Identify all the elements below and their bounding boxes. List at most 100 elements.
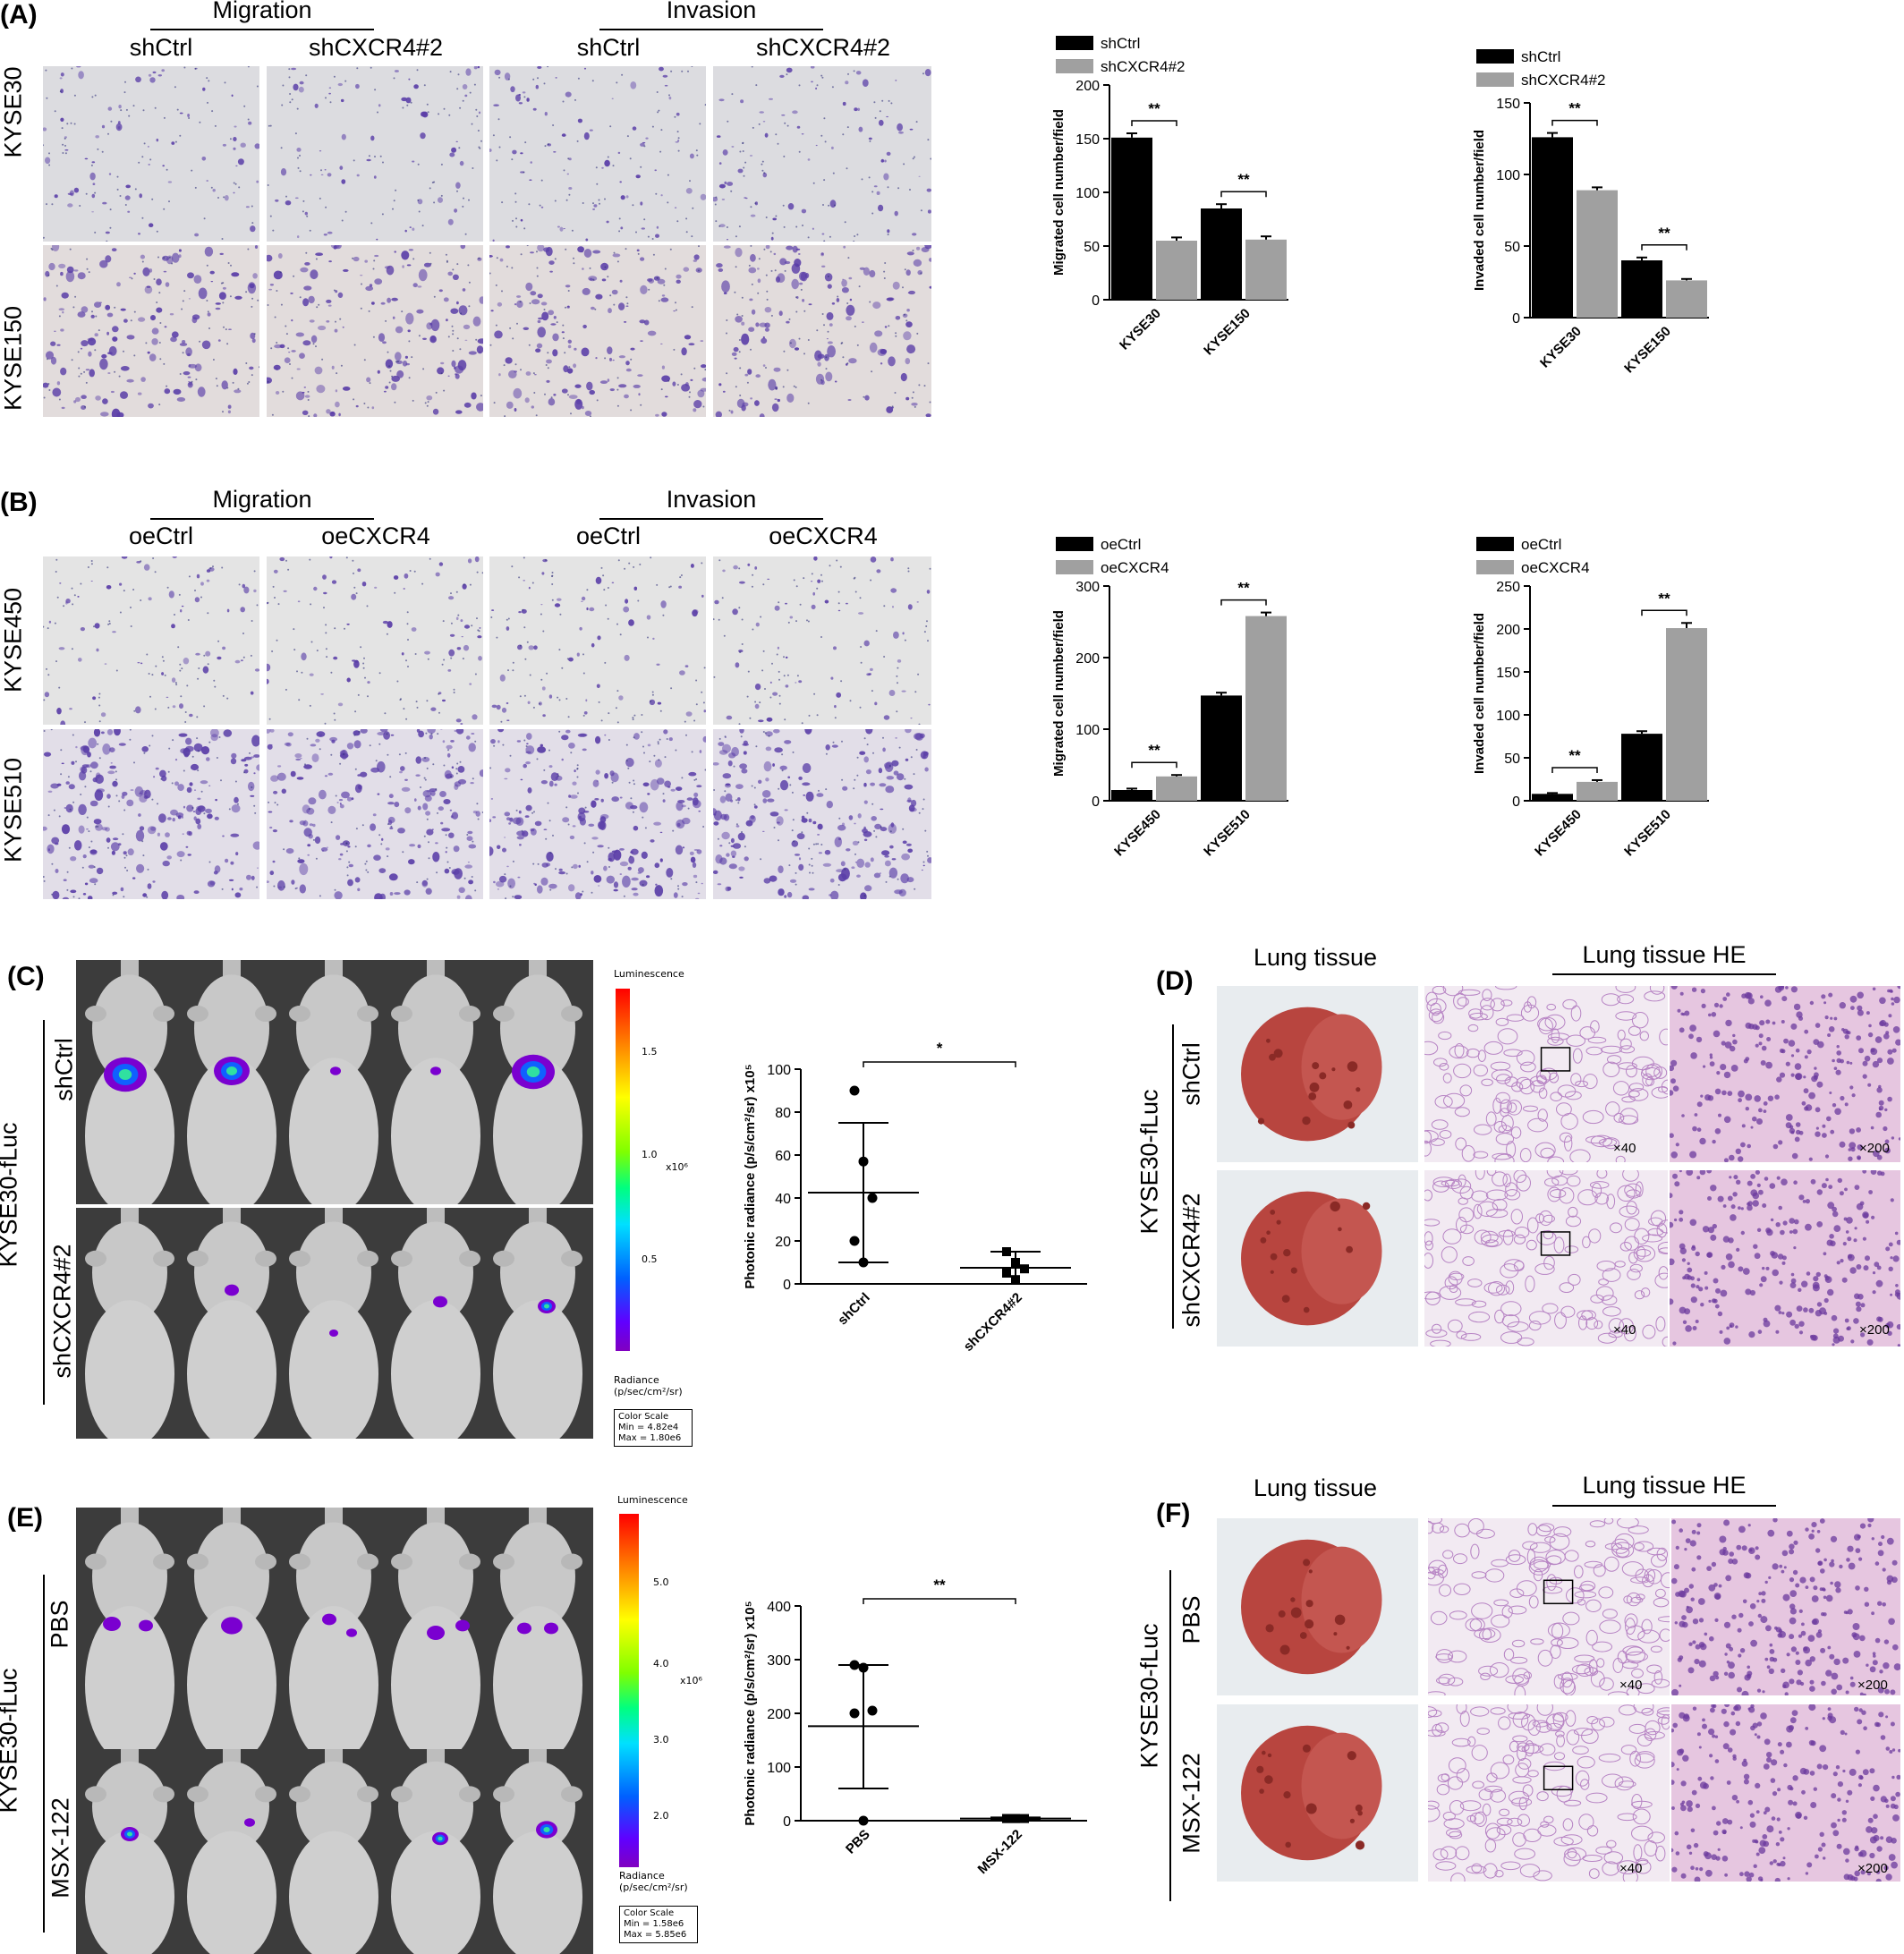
panel-b-col-2: oeCXCR4: [321, 522, 430, 549]
significance-label: **: [1568, 747, 1581, 764]
mouse-1: [85, 1208, 174, 1439]
data-point: [858, 1815, 869, 1826]
micrograph-b-kyse510-3: [489, 729, 706, 899]
panel-e-scale-title: Luminescence: [617, 1494, 688, 1506]
bar: [1621, 734, 1662, 801]
mouse-1: [85, 960, 174, 1204]
panel-c-scale-title: Luminescence: [614, 968, 684, 980]
y-tick-label: 200: [1075, 651, 1100, 667]
data-point: [858, 1156, 869, 1167]
panel-b-migration-header: Migration: [212, 486, 312, 513]
panel-c-color-bar: [616, 989, 630, 1351]
micrograph-a-kyse150-2: [267, 245, 483, 417]
panel-c-scale-tick-3: 0.5: [642, 1253, 658, 1265]
bar: [1156, 776, 1197, 801]
panel-c-cs-min: Min = 4.82e4: [618, 1423, 679, 1432]
significance-label: **: [933, 1576, 946, 1593]
micrograph-a-kyse150-3: [489, 245, 706, 417]
he-x40-pbs: [1428, 1518, 1670, 1695]
panel-c-label: (C): [7, 962, 45, 991]
panel-a-col-4: shCXCR4#2: [755, 34, 891, 61]
panel-e-cs-title: Color Scale: [624, 1908, 675, 1918]
panel-b-col-4: oeCXCR4: [769, 522, 878, 549]
mouse-3: [289, 1508, 378, 1754]
bar: [1111, 137, 1152, 300]
y-tick-label: 400: [767, 1600, 791, 1615]
he-x40-shcxcr4: [1424, 1170, 1668, 1347]
legend-label-2: shCXCR4#2: [1101, 58, 1186, 75]
legend-label-1: shCtrl: [1101, 35, 1140, 52]
legend-swatch-2: [1056, 560, 1093, 574]
mouse-1: [85, 1749, 174, 1954]
panel-d-label: (D): [1156, 966, 1194, 996]
legend-label-2: shCXCR4#2: [1521, 72, 1606, 89]
panel-b-label: (B): [0, 488, 38, 517]
data-point: [1002, 1247, 1011, 1256]
panel-f-mag-200-2: ×200: [1857, 1861, 1888, 1876]
panel-e-row-1: PBS: [46, 1600, 73, 1649]
panel-d-mag-40-1: ×40: [1613, 1141, 1636, 1156]
bar: [1245, 239, 1287, 300]
data-point: [1011, 1814, 1020, 1823]
micrograph-b-kyse450-1: [43, 556, 259, 725]
x-category-label: KYSE30: [1117, 306, 1164, 353]
data-point: [1002, 1269, 1011, 1278]
y-tick-label: 100: [1075, 723, 1100, 738]
data-point: [1011, 1258, 1020, 1267]
he-x200-shctrl: [1670, 986, 1900, 1162]
panel-d-row-1: shCtrl: [1177, 1042, 1205, 1106]
panel-c-radiance-label: Radiance: [614, 1374, 659, 1386]
bar: [1666, 280, 1707, 318]
panel-b-invasion-header: Invasion: [666, 486, 757, 513]
y-axis-label: Invaded cell number/field: [1472, 130, 1487, 291]
y-axis-label: Invaded cell number/field: [1472, 613, 1487, 774]
x-category-label: KYSE510: [1201, 807, 1254, 860]
panel-e-scale-tick-1: 5.0: [653, 1576, 669, 1588]
panel-e-radiance-label: Radiance: [619, 1870, 665, 1882]
bioluminescence-image-shctrl: [76, 960, 593, 1204]
panel-e-scale-unit: x10⁶: [680, 1675, 702, 1686]
panel-a-migration-header: Migration: [212, 0, 312, 23]
legend-swatch-1: [1056, 537, 1093, 551]
panel-c-side-label: KYSE30-fLuc: [0, 1122, 22, 1268]
panel-f-mag-40-1: ×40: [1619, 1678, 1643, 1693]
mouse-4: [391, 1749, 480, 1954]
data-point: [849, 1708, 860, 1719]
panel-d-side-label: KYSE30-fLuc: [1135, 1089, 1163, 1235]
bar: [1245, 616, 1287, 801]
mouse-2: [187, 960, 276, 1204]
panel-e-cs-min: Min = 1.58e6: [624, 1919, 684, 1929]
panel-f-label: (F): [1156, 1499, 1191, 1528]
panel-b-row-2: KYSE510: [0, 757, 27, 863]
y-tick-label: 100: [767, 1761, 791, 1776]
panel-b-col-3: oeCtrl: [575, 522, 642, 549]
x-category-label: shCtrl: [835, 1290, 873, 1329]
micrograph-b-kyse510-2: [267, 729, 483, 899]
panel-f-row-1: PBS: [1177, 1595, 1205, 1644]
data-point: [1002, 1814, 1011, 1823]
data-point: [1011, 1275, 1020, 1285]
data-point: [867, 1705, 878, 1716]
y-tick-label: 60: [775, 1149, 791, 1164]
panel-b-col-1: oeCtrl: [128, 522, 194, 549]
y-tick-label: 300: [1075, 580, 1100, 595]
y-tick-label: 80: [775, 1106, 791, 1121]
micrograph-a-kyse150-4: [713, 245, 931, 417]
panel-a-row-2: KYSE150: [0, 305, 27, 412]
data-point: [858, 1257, 869, 1268]
micrograph-b-kyse510-1: [43, 729, 259, 899]
mouse-5: [493, 1208, 582, 1439]
y-tick-label: 100: [1496, 168, 1520, 183]
panel-a-row-1: KYSE30: [0, 66, 27, 158]
data-point: [849, 1660, 860, 1670]
data-point: [858, 1662, 869, 1673]
chart-e-photonic-radiance: 0 100 200 300 400 Photonic radiance (p/s/cm²/…: [743, 1576, 1087, 1877]
mouse-1: [85, 1508, 174, 1754]
y-tick-label: 50: [1504, 240, 1520, 255]
y-tick-label: 0: [1512, 311, 1520, 327]
panel-d-mag-40-2: ×40: [1613, 1322, 1636, 1338]
legend-label-1: oeCtrl: [1521, 536, 1561, 553]
significance-label: *: [937, 1040, 943, 1057]
bar: [1156, 241, 1197, 300]
micrograph-a-kyse30-1: [43, 66, 259, 242]
